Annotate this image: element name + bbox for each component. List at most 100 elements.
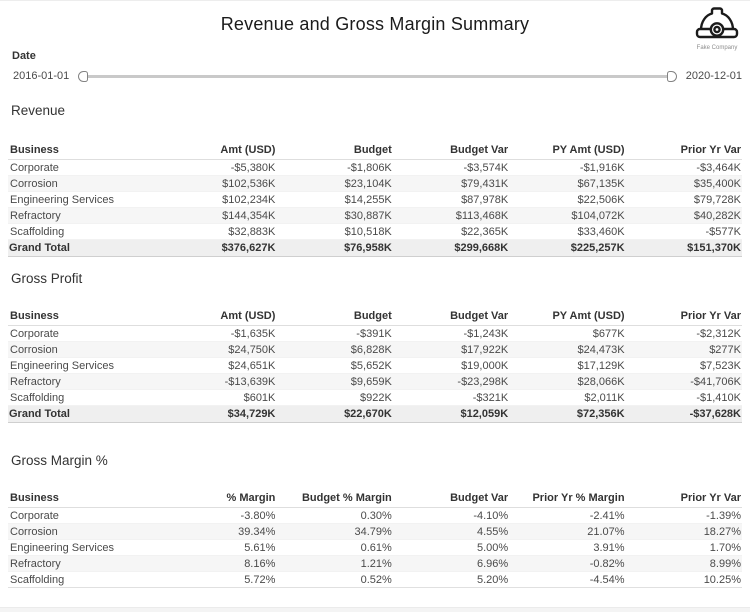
value-cell[interactable]: $17,129K (577, 359, 625, 372)
value-cell[interactable]: $30,887K (344, 209, 392, 222)
value-cell[interactable]: 4.55% (476, 525, 509, 538)
row-label[interactable]: Refractory (10, 209, 61, 222)
value-cell[interactable]: $6,828K (350, 343, 392, 356)
value-cell[interactable]: $19,000K (461, 359, 509, 372)
value-cell[interactable]: $22,365K (461, 225, 509, 238)
value-cell[interactable]: -$1,635K (230, 327, 276, 340)
value-cell[interactable]: -$1,806K (347, 161, 392, 174)
row-label[interactable]: Engineering Services (10, 193, 114, 206)
value-cell[interactable]: -4.54% (589, 573, 625, 586)
value-cell[interactable]: $102,536K (222, 177, 276, 190)
value-cell[interactable]: 0.30% (360, 509, 392, 522)
grand-total-cell[interactable]: $12,059K (460, 408, 509, 420)
value-cell[interactable]: $922K (359, 391, 392, 404)
value-cell[interactable]: -$1,916K (579, 161, 625, 174)
slider-start-value[interactable]: 2016-01-01 (13, 70, 70, 82)
value-cell[interactable]: 1.70% (709, 541, 741, 554)
grand-total-cell[interactable]: $376,627K (221, 242, 276, 254)
value-cell[interactable]: -2.41% (589, 509, 625, 522)
value-cell[interactable]: -$1,410K (696, 391, 741, 404)
row-label[interactable]: Scaffolding (10, 225, 65, 238)
value-cell[interactable]: -$5,380K (230, 161, 276, 174)
value-cell[interactable]: -$2,312K (696, 327, 741, 340)
value-cell[interactable]: -$3,464K (696, 161, 741, 174)
row-label[interactable]: Corrosion (10, 177, 58, 190)
value-cell[interactable]: 39.34% (238, 525, 276, 538)
row-label[interactable]: Refractory (10, 375, 61, 388)
value-cell[interactable]: $23,104K (344, 177, 392, 190)
value-cell[interactable]: 18.27% (703, 525, 741, 538)
row-label[interactable]: Corporate (10, 509, 59, 522)
slider-left-handle[interactable] (78, 70, 89, 82)
value-cell[interactable]: -$1,243K (463, 327, 509, 340)
value-cell[interactable]: -1.39% (706, 509, 741, 522)
row-label[interactable]: Corrosion (10, 525, 58, 538)
value-cell[interactable]: $24,651K (228, 359, 276, 372)
value-cell[interactable]: $5,652K (350, 359, 392, 372)
row-label[interactable]: Engineering Services (10, 541, 114, 554)
value-cell[interactable]: 34.79% (354, 525, 392, 538)
row-label[interactable]: Refractory (10, 557, 61, 570)
value-cell[interactable]: $32,883K (228, 225, 276, 238)
value-cell[interactable]: 1.21% (360, 557, 392, 570)
value-cell[interactable]: $113,468K (455, 209, 509, 222)
grand-total-cell[interactable]: $34,729K (227, 408, 276, 420)
value-cell[interactable]: $104,072K (571, 209, 625, 222)
value-cell[interactable]: $24,473K (577, 343, 625, 356)
value-cell[interactable]: -3.80% (240, 509, 276, 522)
value-cell[interactable]: 5.72% (244, 573, 276, 586)
value-cell[interactable]: 6.96% (476, 557, 509, 570)
row-label[interactable]: Scaffolding (10, 391, 65, 404)
value-cell[interactable]: -$391K (356, 327, 392, 340)
value-cell[interactable]: -$23,298K (457, 375, 509, 388)
value-cell[interactable]: 5.20% (476, 573, 509, 586)
value-cell[interactable]: $79,431K (461, 177, 509, 190)
row-label[interactable]: Corporate (10, 161, 59, 174)
grand-total-label[interactable]: Grand Total (9, 408, 70, 420)
value-cell[interactable]: $24,750K (228, 343, 276, 356)
value-cell[interactable]: 0.61% (360, 541, 392, 554)
value-cell[interactable]: $67,135K (577, 177, 625, 190)
value-cell[interactable]: $144,354K (222, 209, 276, 222)
value-cell[interactable]: $9,659K (350, 375, 392, 388)
value-cell[interactable]: 0.52% (360, 573, 392, 586)
value-cell[interactable]: $102,234K (222, 193, 276, 206)
value-cell[interactable]: 5.61% (244, 541, 276, 554)
row-label[interactable]: Engineering Services (10, 359, 114, 372)
value-cell[interactable]: -0.82% (589, 557, 625, 570)
slider-track[interactable] (83, 74, 672, 78)
value-cell[interactable]: $601K (243, 391, 276, 404)
value-cell[interactable]: -$577K (705, 225, 741, 238)
value-cell[interactable]: 10.25% (703, 573, 741, 586)
value-cell[interactable]: $40,282K (693, 209, 741, 222)
grand-total-cell[interactable]: $151,370K (687, 242, 741, 254)
value-cell[interactable]: -$13,639K (224, 375, 276, 388)
value-cell[interactable]: -$321K (472, 391, 509, 404)
value-cell[interactable]: $87,978K (461, 193, 509, 206)
value-cell[interactable]: -4.10% (473, 509, 509, 522)
value-cell[interactable]: $277K (709, 343, 741, 356)
grand-total-label[interactable]: Grand Total (9, 242, 70, 254)
value-cell[interactable]: 21.07% (587, 525, 625, 538)
slider-end-value[interactable]: 2020-12-01 (685, 70, 742, 82)
grand-total-cell[interactable]: $72,356K (576, 408, 625, 420)
grand-total-cell[interactable]: $225,257K (570, 242, 625, 254)
value-cell[interactable]: 3.91% (593, 541, 625, 554)
value-cell[interactable]: $17,922K (461, 343, 509, 356)
value-cell[interactable]: $28,066K (577, 375, 625, 388)
value-cell[interactable]: 5.00% (476, 541, 509, 554)
value-cell[interactable]: $14,255K (344, 193, 392, 206)
value-cell[interactable]: $10,518K (344, 225, 392, 238)
row-label[interactable]: Scaffolding (10, 573, 65, 586)
row-label[interactable]: Corporate (10, 327, 59, 340)
value-cell[interactable]: 8.16% (244, 557, 276, 570)
grand-total-cell[interactable]: $299,668K (454, 242, 509, 254)
value-cell[interactable]: -$3,574K (463, 161, 509, 174)
row-label[interactable]: Corrosion (10, 343, 58, 356)
value-cell[interactable]: $79,728K (693, 193, 741, 206)
value-cell[interactable]: $33,460K (577, 225, 625, 238)
grand-total-cell[interactable]: -$37,628K (689, 408, 741, 420)
slider-right-handle[interactable] (666, 70, 677, 82)
value-cell[interactable]: $7,523K (700, 359, 741, 372)
value-cell[interactable]: $35,400K (693, 177, 741, 190)
